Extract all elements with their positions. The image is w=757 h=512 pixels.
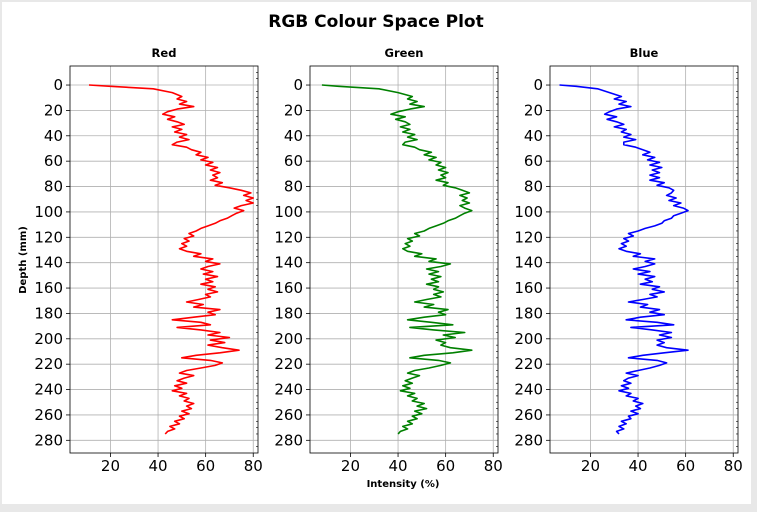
- y-tick-label-red: 20: [44, 101, 63, 119]
- y-tick-label-blue: 200: [514, 330, 543, 348]
- y-tick-label-green: 160: [274, 279, 303, 297]
- y-tick-label-blue: 0: [533, 76, 543, 94]
- y-tick-label-blue: 20: [524, 101, 543, 119]
- y-tick-label-red: 220: [34, 355, 63, 373]
- x-axis-label: Intensity (%): [367, 479, 440, 490]
- y-tick-label-red: 240: [34, 381, 63, 399]
- axes-frame-blue: [549, 65, 739, 454]
- y-tick-label-blue: 160: [514, 279, 543, 297]
- y-tick-label-green: 120: [274, 228, 303, 246]
- y-tick-label-green: 220: [274, 355, 303, 373]
- panel-green: Green 20 40 60 80 0 20 40 60 80 100 120 140 160 180 200…: [274, 46, 502, 475]
- x-tick-label-red: 80: [244, 457, 263, 475]
- x-tick-label-green: 20: [341, 457, 360, 475]
- y-tick-label-green: 0: [293, 76, 303, 94]
- y-tick-label-green: 60: [284, 152, 303, 170]
- y-tick-label-blue: 180: [514, 304, 543, 322]
- y-tick-label-green: 280: [274, 431, 303, 449]
- x-tick-label-red: 60: [196, 457, 215, 475]
- y-tick-label-red: 260: [34, 406, 63, 424]
- axes-frame-red: [69, 65, 259, 454]
- x-tick-label-blue: 60: [676, 457, 695, 475]
- y-tick-label-green: 240: [274, 381, 303, 399]
- y-tick-label-blue: 240: [514, 381, 543, 399]
- x-tick-label-red: 20: [101, 457, 120, 475]
- x-tick-label-red: 40: [149, 457, 168, 475]
- y-tick-label-blue: 280: [514, 431, 543, 449]
- y-tick-label-green: 260: [274, 406, 303, 424]
- x-tick-label-green: 60: [436, 457, 455, 475]
- y-tick-label-blue: 80: [524, 178, 543, 196]
- y-tick-label-red: 60: [44, 152, 63, 170]
- y-axis-label: Depth (mm): [18, 226, 29, 294]
- panel-title-blue: Blue: [630, 46, 659, 60]
- y-tick-label-green: 80: [284, 178, 303, 196]
- y-tick-label-green: 100: [274, 203, 303, 221]
- panel-title-green: Green: [385, 46, 424, 60]
- x-tick-label-blue: 20: [581, 457, 600, 475]
- y-tick-label-blue: 140: [514, 254, 543, 272]
- y-tick-label-red: 100: [34, 203, 63, 221]
- y-tick-label-blue: 60: [524, 152, 543, 170]
- y-tick-label-red: 140: [34, 254, 63, 272]
- y-tick-label-red: 80: [44, 178, 63, 196]
- y-tick-label-blue: 40: [524, 127, 543, 145]
- panel-blue: Blue 20 40 60 80 0 20 40 60 80 100 120 140 160 180 200 2…: [514, 46, 742, 475]
- y-tick-label-red: 280: [34, 431, 63, 449]
- series-line-blue: [559, 84, 689, 435]
- figure: RGB Colour Space Plot Depth (mm) Intensi…: [2, 2, 751, 504]
- series-line-red: [88, 84, 254, 435]
- y-tick-label-green: 180: [274, 304, 303, 322]
- axes-frame-green: [309, 65, 499, 454]
- y-tick-label-red: 120: [34, 228, 63, 246]
- y-tick-label-red: 160: [34, 279, 63, 297]
- y-tick-label-blue: 100: [514, 203, 543, 221]
- y-tick-label-green: 140: [274, 254, 303, 272]
- x-tick-label-blue: 40: [629, 457, 648, 475]
- panel-red: Red 20 40 60 80 0 20 40 60 80 100 120 140 160 180 200 22…: [34, 46, 262, 475]
- x-tick-label-blue: 80: [724, 457, 743, 475]
- y-tick-label-green: 20: [284, 101, 303, 119]
- y-tick-label-red: 40: [44, 127, 63, 145]
- y-tick-label-red: 200: [34, 330, 63, 348]
- series-line-green: [321, 84, 473, 435]
- x-tick-label-green: 80: [484, 457, 503, 475]
- y-tick-label-blue: 220: [514, 355, 543, 373]
- y-tick-label-green: 200: [274, 330, 303, 348]
- panel-title-red: Red: [152, 46, 177, 60]
- y-tick-label-green: 40: [284, 127, 303, 145]
- x-tick-label-green: 40: [389, 457, 408, 475]
- rgb-depth-profile-chart: RGB Colour Space Plot Depth (mm) Intensi…: [18, 12, 743, 490]
- y-tick-label-red: 180: [34, 304, 63, 322]
- figure-suptitle: RGB Colour Space Plot: [268, 12, 484, 32]
- y-tick-label-red: 0: [53, 76, 63, 94]
- y-tick-label-blue: 260: [514, 406, 543, 424]
- y-tick-label-blue: 120: [514, 228, 543, 246]
